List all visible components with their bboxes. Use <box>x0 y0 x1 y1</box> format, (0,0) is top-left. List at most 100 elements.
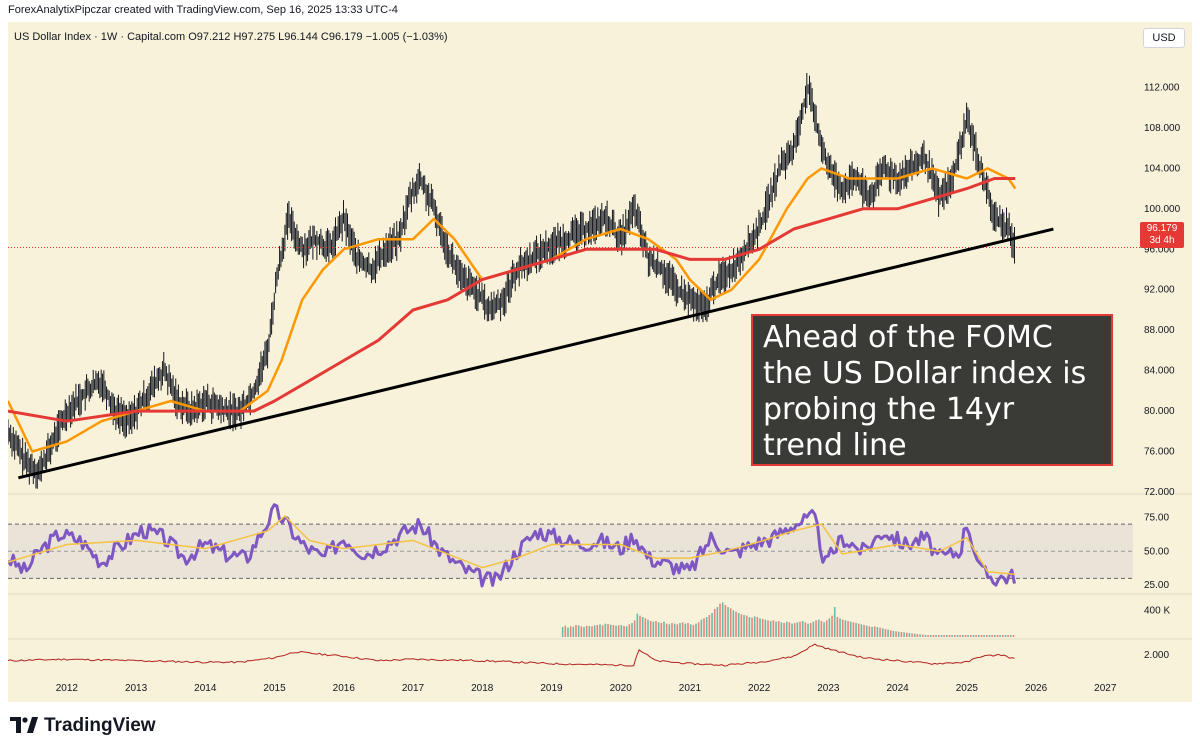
volume-bar <box>873 626 876 637</box>
volume-bar <box>921 634 924 637</box>
volume-bar <box>588 626 591 637</box>
volume-bar <box>916 634 919 637</box>
chart-credit: ForexAnalytixPipczar created with Tradin… <box>8 4 398 16</box>
volume-bar <box>833 607 836 637</box>
volume-bar <box>825 620 828 637</box>
volume-bar <box>964 635 967 637</box>
volume-bar <box>953 635 956 637</box>
volume-bar <box>836 617 839 637</box>
year-axis-tick: 2027 <box>1094 683 1117 694</box>
volume-bar <box>577 625 580 637</box>
volume-bar <box>879 627 881 637</box>
volume-bar <box>1012 635 1015 637</box>
year-axis-tick: 2022 <box>748 683 771 694</box>
volume-bar <box>831 615 833 637</box>
volume-bar <box>761 619 764 637</box>
volume-bar <box>703 618 705 637</box>
year-axis-tick: 2018 <box>471 683 494 694</box>
volume-bar <box>881 628 884 637</box>
volume-bar <box>591 626 593 637</box>
volume-bar <box>676 624 679 637</box>
volume-bar <box>783 623 785 637</box>
volume-bar <box>607 624 609 637</box>
volume-bar <box>625 626 628 637</box>
price-axis-tick: 72.000 <box>1144 487 1175 498</box>
volume-bar <box>772 620 775 637</box>
price-axis-tick: 108.000 <box>1144 123 1181 134</box>
symbol-legend[interactable]: US Dollar Index · 1W · Capital.com O97.2… <box>14 31 448 43</box>
ma-slow-line <box>8 177 1016 423</box>
volume-bar <box>660 623 663 637</box>
volume-bar <box>809 623 812 637</box>
chart-annotation[interactable]: Ahead of the FOMC the US Dollar index is… <box>751 314 1113 466</box>
volume-bar <box>569 626 572 637</box>
volume-bar <box>580 626 583 637</box>
volume-bar <box>849 621 852 637</box>
volume-bar <box>828 618 831 637</box>
volume-bar <box>697 622 700 637</box>
volume-bar <box>988 635 991 637</box>
volume-bar <box>644 618 647 637</box>
volume-bar <box>567 627 569 637</box>
year-axis-tick: 2012 <box>56 683 79 694</box>
volume-bar <box>684 623 687 637</box>
volume-bar <box>745 615 748 637</box>
volume-bar <box>713 609 716 637</box>
volume-bar <box>905 632 908 637</box>
volume-bar <box>892 631 895 637</box>
rsi-axis-tick: 75.00 <box>1144 512 1169 523</box>
volume-bar <box>844 620 847 637</box>
volume-bar <box>801 621 804 637</box>
volume-bar <box>985 635 988 637</box>
volume-bar <box>724 605 727 637</box>
volume-bar <box>641 617 644 637</box>
volume-bar <box>668 624 671 637</box>
volume-bar <box>927 635 929 637</box>
volume-bar <box>615 625 617 637</box>
volume-bar <box>1007 635 1009 637</box>
volume-bar <box>919 634 921 637</box>
volume-bar <box>649 621 652 637</box>
price-axis-tick: 100.000 <box>1144 204 1181 215</box>
volume-bar <box>935 635 937 637</box>
volume-bar <box>769 621 772 637</box>
volume-bar <box>996 635 999 637</box>
volume-bar <box>764 619 767 637</box>
year-axis-tick: 2021 <box>679 683 702 694</box>
rsi-axis-tick: 50.00 <box>1144 546 1169 557</box>
volume-bar <box>807 623 809 637</box>
volume-bar <box>924 635 927 637</box>
volume-bar <box>895 631 897 637</box>
price-axis-tick: 104.000 <box>1144 163 1181 174</box>
chart-svg[interactable]: 112.000 108.000 104.000 100.000 96.000 92.000… <box>8 22 1192 702</box>
volume-bar <box>599 624 601 637</box>
price-badge: 96.179 3d 4h <box>1140 222 1184 248</box>
volume-bar <box>636 613 639 637</box>
volume-bar <box>756 617 759 637</box>
volume-bar <box>951 635 953 637</box>
volume-bar <box>647 619 649 637</box>
rsi-line <box>8 503 1016 588</box>
volume-bar <box>860 624 863 637</box>
volume-bar <box>977 635 980 637</box>
volume-bar <box>820 621 823 637</box>
volume-bar <box>991 635 993 637</box>
volume-bar <box>700 619 703 637</box>
volume-bar <box>735 611 737 637</box>
volume-bar <box>908 633 911 637</box>
volume-bar <box>705 617 708 637</box>
volume-bar <box>889 630 892 637</box>
volume-bar <box>652 621 655 637</box>
volume-bar <box>727 607 729 637</box>
volume-bar <box>857 623 860 637</box>
currency-button[interactable]: USD <box>1143 28 1185 48</box>
volume-bar <box>679 623 681 637</box>
volume-bar <box>572 626 575 637</box>
volume-bar <box>975 635 977 637</box>
volume-bar <box>793 623 796 637</box>
volume-bar <box>871 627 873 637</box>
volume-bar <box>791 623 793 637</box>
volume-bar <box>716 607 719 637</box>
volume-bar <box>759 618 761 637</box>
volume-bar <box>628 624 631 637</box>
